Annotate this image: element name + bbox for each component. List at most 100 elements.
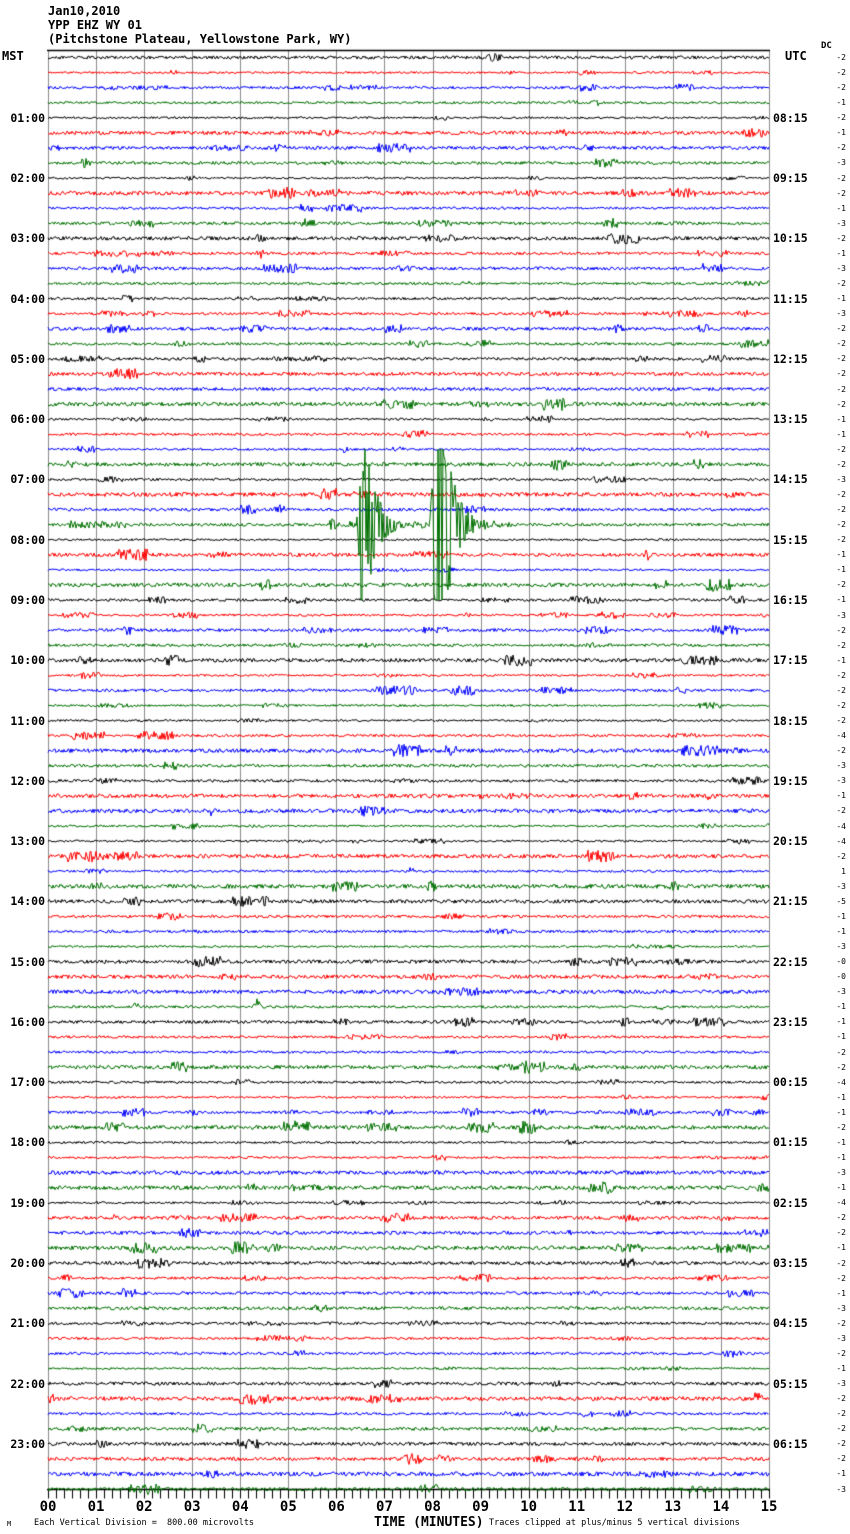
dc-offset-value: -2: [836, 535, 846, 545]
x-tick-label: 02: [135, 1499, 153, 1515]
mst-hour-label: 08:00: [10, 532, 45, 547]
dc-offset-value: -2: [836, 1213, 846, 1223]
dc-offset-value: -1: [836, 1469, 846, 1479]
utc-hour-label: 08:15: [773, 110, 808, 125]
dc-column-header: DC: [821, 41, 832, 51]
dc-offset-value: -2: [836, 1047, 846, 1057]
dc-offset-value: -2: [836, 279, 846, 289]
utc-hour-label: 01:15: [773, 1135, 808, 1150]
mst-hour-label: 07:00: [10, 472, 45, 487]
dc-offset-value: -1: [836, 791, 846, 801]
x-tick-label: 07: [376, 1499, 393, 1515]
dc-offset-value: -1: [836, 1288, 846, 1298]
x-axis-title: TIME (MINUTES): [374, 1515, 484, 1530]
dc-offset-value: -2: [836, 1348, 846, 1358]
utc-hour-label: 22:15: [773, 954, 808, 969]
mst-hour-label: 15:00: [10, 954, 45, 969]
dc-offset-value: -3: [836, 1333, 846, 1343]
dc-offset-value: -2: [836, 324, 846, 334]
dc-offset-value: -2: [836, 83, 846, 93]
mst-hour-label: 05:00: [10, 351, 45, 366]
dc-offset-value: -0: [836, 957, 846, 967]
x-tick-label: 15: [760, 1499, 778, 1515]
dc-offset-value: -2: [836, 459, 846, 469]
left-axis-label: MST: [2, 49, 24, 63]
dc-offset-value: -2: [836, 173, 846, 183]
dc-offset-value: -2: [836, 143, 846, 153]
dc-offset-value: -2: [836, 670, 846, 680]
x-tick-label: 00: [39, 1499, 57, 1515]
dc-offset-value: -1: [836, 1364, 846, 1373]
dc-offset-value: -4: [836, 836, 846, 846]
footer-scale-note: Each Vertical Division = 800.00 microvol…: [34, 1518, 255, 1528]
x-tick-label: 01: [87, 1499, 105, 1515]
dc-offset-value: -2: [836, 505, 846, 515]
dc-offset-value: -0: [836, 972, 846, 982]
dc-offset-value: -1: [836, 565, 846, 575]
mst-hour-label: 14:00: [10, 894, 45, 909]
x-tick-label: 08: [424, 1499, 441, 1515]
dc-offset-value: -2: [836, 339, 846, 349]
mst-hour-label: 01:00: [10, 110, 45, 125]
mst-hour-label: 12:00: [10, 773, 45, 788]
dc-offset-value: -2: [836, 1394, 846, 1404]
dc-offset-value: -3: [836, 776, 846, 786]
utc-hour-label: 14:15: [773, 472, 808, 487]
utc-hour-label: 20:15: [773, 834, 808, 849]
mst-hour-label: 13:00: [10, 834, 45, 849]
dc-offset-value: -3: [836, 610, 846, 620]
x-tick-label: 06: [327, 1499, 345, 1515]
utc-hour-label: 00:15: [773, 1075, 808, 1090]
dc-offset-value: -2: [836, 354, 846, 364]
dc-offset-value: 1: [841, 866, 846, 876]
mst-hour-label: 23:00: [10, 1436, 45, 1451]
x-tick-label: 12: [616, 1499, 634, 1515]
header-location: (Pitchstone Plateau, Yellowstone Park, W…: [48, 32, 352, 46]
dc-offset-value: -1: [836, 1183, 846, 1193]
dc-offset-value: -1: [836, 550, 846, 560]
mst-hour-label: 18:00: [10, 1135, 45, 1150]
dc-offset-value: -2: [836, 1258, 846, 1268]
x-tick-label: 14: [712, 1499, 730, 1515]
dc-offset-value: -1: [836, 98, 846, 108]
dc-offset-value: -5: [836, 896, 846, 906]
corner-mark: M: [7, 1520, 12, 1528]
mst-hour-label: 17:00: [10, 1075, 45, 1090]
dc-offset-value: -1: [836, 1092, 846, 1102]
mst-hour-label: 21:00: [10, 1316, 45, 1331]
dc-offset-value: -3: [836, 987, 846, 997]
dc-offset-value: -2: [836, 68, 846, 78]
dc-offset-value: -1: [836, 128, 846, 138]
dc-offset-value: -3: [836, 1484, 846, 1494]
x-tick-label: 13: [664, 1499, 682, 1515]
dc-offset-value: -2: [836, 1062, 846, 1072]
dc-offset-value: -1: [836, 248, 846, 258]
dc-offset-value: -1: [836, 1017, 846, 1027]
utc-hour-label: 17:15: [773, 653, 808, 668]
dc-offset-value: -2: [836, 384, 846, 394]
dc-offset-value: -2: [836, 444, 846, 454]
dc-offset-value: -1: [836, 1153, 846, 1163]
header-date: Jan10,2010: [48, 4, 121, 18]
dc-offset-value: -1: [836, 1002, 846, 1012]
mst-hour-label: 09:00: [10, 592, 45, 607]
dc-offset-value: -3: [836, 218, 846, 228]
dc-offset-value: -3: [836, 1379, 846, 1389]
dc-offset-value: -3: [836, 1303, 846, 1313]
utc-hour-label: 13:15: [773, 412, 808, 427]
dc-offset-value: -3: [836, 1168, 846, 1178]
dc-offset-value: -1: [836, 1032, 846, 1042]
dc-offset-value: -2: [836, 580, 846, 590]
dc-offset-value: -3: [836, 761, 846, 771]
dc-offset-value: -1: [836, 1107, 846, 1117]
utc-hour-label: 09:15: [773, 171, 808, 186]
utc-hour-label: 19:15: [773, 773, 808, 788]
mst-hour-label: 03:00: [10, 231, 45, 246]
utc-hour-label: 21:15: [773, 894, 808, 909]
dc-offset-value: -2: [836, 746, 846, 756]
right-axis-label: UTC: [785, 49, 807, 63]
dc-offset-value: -2: [836, 113, 846, 123]
dc-offset-value: -2: [836, 520, 846, 530]
